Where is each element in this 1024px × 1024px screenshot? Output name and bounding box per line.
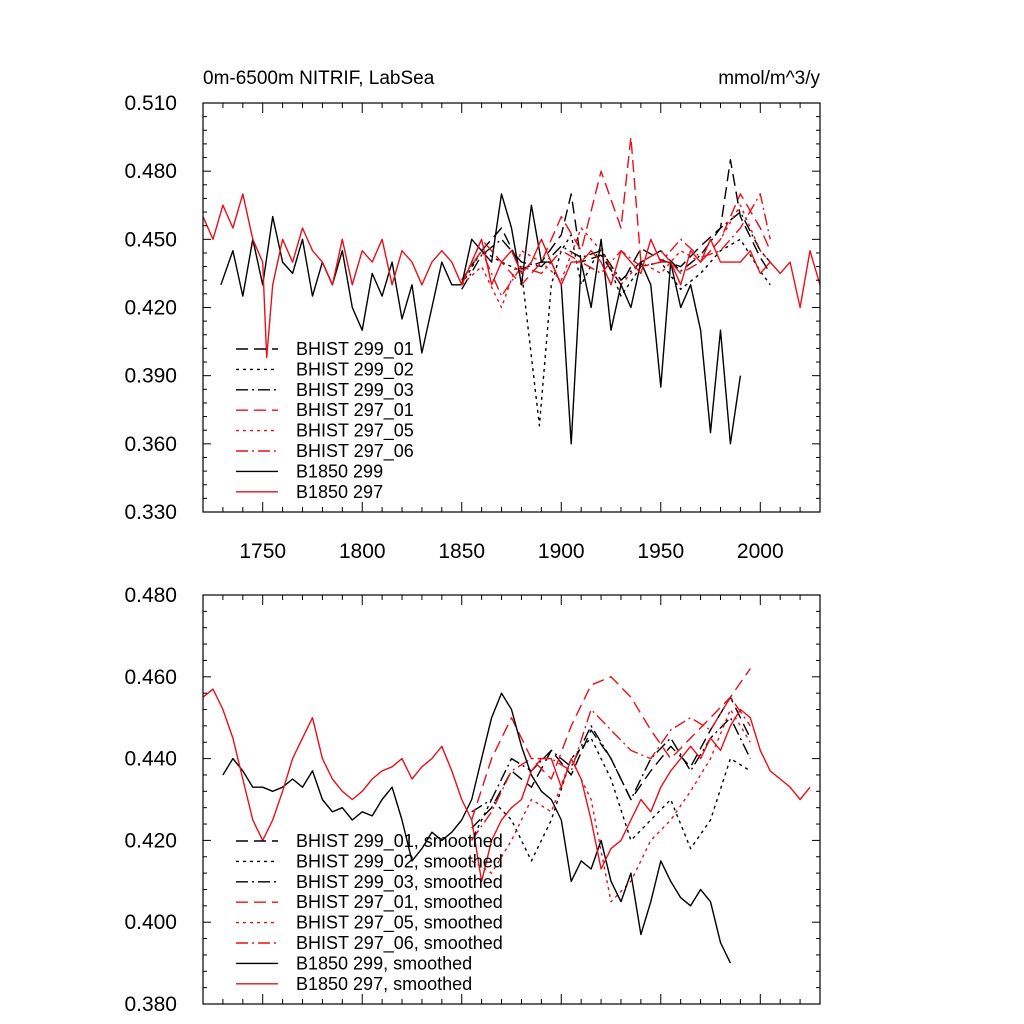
legend-label-b1850-297-smoothed: B1850 297, smoothed <box>296 974 472 994</box>
bottom-panel-y-axis: 0.380 0.400 0.420 0.440 0.460 0.480 <box>124 584 820 1016</box>
legend-label-bhist-297-01: BHIST 297_01 <box>296 400 414 421</box>
x-tick-label: 1750 <box>239 540 286 563</box>
x-tick-label: 1850 <box>438 540 485 563</box>
x-tick-label: 1950 <box>637 540 684 563</box>
legend-label-bhist-299-03-smoothed: BHIST 299_03, smoothed <box>296 872 503 893</box>
top-panel-title: 0m-6500m NITRIF, LabSea <box>203 68 435 89</box>
y-tick-label: 0.480 <box>124 584 177 607</box>
legend-label-bhist-297-01-smoothed: BHIST 297_01, smoothed <box>296 892 503 913</box>
top-panel-y-axis: 0.330 0.360 0.390 0.420 0.450 0.480 0.510 <box>124 92 820 524</box>
series-line-bhist-297-06-smoothed <box>471 696 751 841</box>
y-tick-label: 0.390 <box>124 365 177 388</box>
top-panel-series-lines <box>202 136 821 445</box>
series-line-bhist-299-02 <box>461 234 771 427</box>
y-tick-label: 0.480 <box>124 160 177 183</box>
y-tick-label: 0.460 <box>124 666 177 689</box>
legend-label-bhist-299-02-smoothed: BHIST 299_02, smoothed <box>296 851 503 872</box>
top-panel-units: mmol/m^3/y <box>718 68 820 89</box>
y-tick-label: 0.420 <box>124 829 177 852</box>
legend-label-bhist-297-06: BHIST 297_06 <box>296 441 414 462</box>
legend-label-b1850-299: B1850 299 <box>296 461 383 481</box>
y-tick-label: 0.450 <box>124 228 177 251</box>
bottom-panel-frame <box>202 594 821 1005</box>
y-tick-label: 0.510 <box>124 92 177 115</box>
series-line-b1850-299 <box>220 193 742 445</box>
legend-label-bhist-299-03: BHIST 299_03 <box>296 380 414 401</box>
top-panel-x-axis: 1750 1800 1850 1900 1950 2000 <box>202 103 821 563</box>
series-line-bhist-297-05-smoothed <box>471 708 751 903</box>
series-line-bhist-299-03-smoothed <box>471 717 751 813</box>
legend-label-b1850-299-smoothed: B1850 299, smoothed <box>296 953 472 973</box>
y-tick-label: 0.360 <box>124 433 177 456</box>
x-tick-label: 1900 <box>538 540 585 563</box>
legend-label-bhist-297-06-smoothed: BHIST 297_06, smoothed <box>296 933 503 954</box>
series-line-b1850-297 <box>202 193 821 359</box>
y-tick-label: 0.420 <box>124 297 177 320</box>
y-tick-label: 0.400 <box>124 911 177 934</box>
bottom-panel-series-lines <box>202 668 811 964</box>
legend-label-bhist-299-01-smoothed: BHIST 299_01, smoothed <box>296 831 503 852</box>
series-line-b1850-297-smoothed <box>202 688 811 882</box>
legend-label-bhist-297-05: BHIST 297_05 <box>296 421 414 442</box>
series-line-bhist-299-02-smoothed <box>471 737 751 862</box>
legend-label-bhist-299-02: BHIST 299_02 <box>296 359 414 380</box>
bottom-panel: 0.380 0.400 0.420 0.440 0.460 0.480 BHIST 299… <box>124 584 821 1016</box>
x-tick-label: 1800 <box>339 540 386 563</box>
series-line-bhist-297-05 <box>461 204 771 309</box>
y-tick-label: 0.440 <box>124 748 177 771</box>
y-tick-label: 0.330 <box>124 501 177 524</box>
series-line-bhist-297-01-smoothed <box>471 668 751 821</box>
x-tick-label: 2000 <box>737 540 784 563</box>
legend-label-bhist-297-05-smoothed: BHIST 297_05, smoothed <box>296 913 503 934</box>
bottom-panel-x-axis <box>202 595 821 1004</box>
y-tick-label: 0.380 <box>124 993 177 1016</box>
legend-label-b1850-297: B1850 297 <box>296 482 383 502</box>
series-line-bhist-297-01 <box>461 136 771 286</box>
top-panel: 0m-6500m NITRIF, LabSea mmol/m^3/y 0.330… <box>124 68 821 563</box>
series-line-b1850-299-smoothed <box>222 692 732 964</box>
legend-label-bhist-299-01: BHIST 299_01 <box>296 339 414 360</box>
